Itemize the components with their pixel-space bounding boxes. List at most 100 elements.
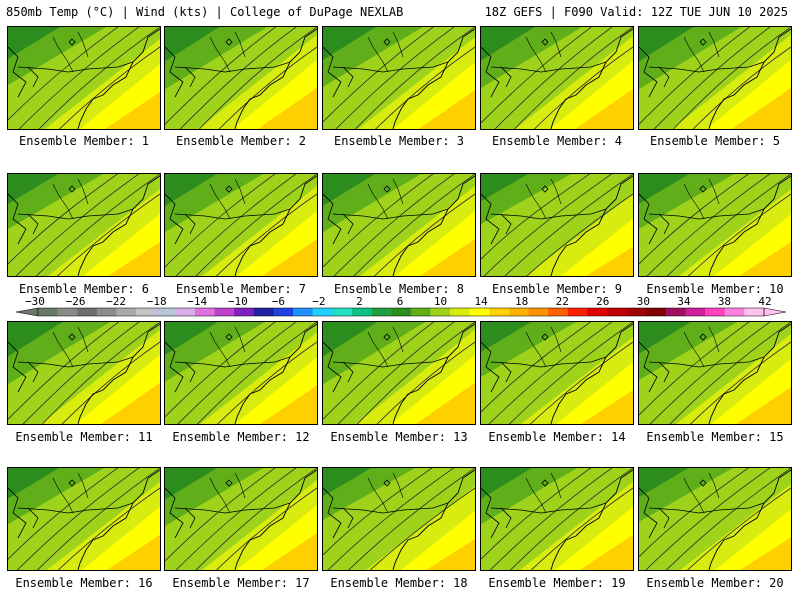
ensemble-member-label: Ensemble Member: 16 [15,576,153,590]
colorbar-swatch [253,308,274,316]
ensemble-map-panel [7,26,161,130]
colorbar-tick-label: 6 [397,295,404,308]
ensemble-map-panel [638,321,792,425]
ensemble-member-label: Ensemble Member: 4 [491,134,623,148]
colorbar-tick-label: −18 [147,295,167,308]
colorbar-tick-label: 2 [356,295,363,308]
colorbar-high-arrow [763,307,787,317]
colorbar-swatch [587,308,608,316]
colorbar-swatch [665,308,686,316]
colorbar-tick-label: −14 [187,295,207,308]
ensemble-member-label: Ensemble Member: 10 [646,282,784,296]
ensemble-member-label: Ensemble Member: 9 [491,282,623,296]
colorbar-swatch [371,308,392,316]
colorbar-swatch [273,308,294,316]
colorbar-swatch [96,308,117,316]
temperature-map [8,322,160,424]
ensemble-member-label: Ensemble Member: 3 [333,134,465,148]
colorbar-tick-label: −10 [228,295,248,308]
colorbar-low-arrow [15,307,39,317]
colorbar-tick-label: 42 [758,295,771,308]
temperature-map [323,174,475,276]
ensemble-map-panel [638,26,792,130]
ensemble-member-label: Ensemble Member: 7 [175,282,307,296]
colorbar-tick-label: 22 [556,295,569,308]
colorbar-tick-label: 34 [677,295,691,308]
temperature-map [639,468,791,570]
colorbar-swatch [646,308,667,316]
colorbar-swatch [57,308,78,316]
temperature-map [323,322,475,424]
colorbar-tick-label: 30 [637,295,650,308]
ensemble-map-panel [7,173,161,277]
temperature-map [8,174,160,276]
colorbar-tick-label: 18 [515,295,528,308]
ensemble-member-label: Ensemble Member: 18 [330,576,468,590]
temperature-map [165,174,317,276]
ensemble-map-panel [7,321,161,425]
temperature-map [8,468,160,570]
temperature-map [639,322,791,424]
colorbar-swatch [312,308,333,316]
ensemble-map-panel [164,173,318,277]
ensemble-member-label: Ensemble Member: 19 [488,576,626,590]
colorbar-tick-label: −30 [25,295,45,308]
colorbar-tick-label: 26 [596,295,609,308]
ensemble-member-label: Ensemble Member: 17 [172,576,310,590]
colorbar-swatch [724,308,745,316]
colorbar-swatch [38,308,58,316]
ensemble-map-panel [480,173,634,277]
ensemble-map-panel [480,321,634,425]
colorbar-swatch [234,308,255,316]
temperature-map [165,468,317,570]
colorbar-swatch [450,308,470,316]
ensemble-map-panel [322,173,476,277]
colorbar-swatch [136,308,157,316]
temperature-map [481,174,633,276]
temperature-map [639,27,791,129]
colorbar-tick-label: 10 [434,295,447,308]
colorbar-swatch [430,308,451,316]
ensemble-map-panel [322,467,476,571]
ensemble-member-label: Ensemble Member: 6 [18,282,150,296]
colorbar-swatch [567,308,588,316]
colorbar-swatch [77,308,98,316]
map-title: 850mb Temp (°C) | Wind (kts) | College o… [6,5,404,19]
colorbar-swatch [391,308,412,316]
ensemble-map-panel [638,467,792,571]
colorbar-swatch [175,308,196,316]
colorbar-swatch [194,308,215,316]
colorbar-tick-label: −6 [272,295,285,308]
ensemble-member-label: Ensemble Member: 8 [333,282,465,296]
ensemble-member-label: Ensemble Member: 20 [646,576,784,590]
ensemble-member-label: Ensemble Member: 11 [15,430,153,444]
model-run-info: 18Z GEFS | F090 Valid: 12Z TUE JUN 10 20… [484,5,788,19]
colorbar-swatch [489,308,510,316]
colorbar-tick-label: −22 [106,295,126,308]
ensemble-member-label: Ensemble Member: 12 [172,430,310,444]
ensemble-member-label: Ensemble Member: 2 [175,134,307,148]
temperature-map [481,27,633,129]
ensemble-member-label: Ensemble Member: 13 [330,430,468,444]
colorbar-swatch [528,308,549,316]
ensemble-map-panel [7,467,161,571]
temperature-map [165,27,317,129]
colorbar-swatch [705,308,726,316]
colorbar-swatch [351,308,372,316]
ensemble-member-label: Ensemble Member: 5 [649,134,781,148]
temperature-map [165,322,317,424]
colorbar-swatch [744,308,765,316]
temperature-map [481,468,633,570]
ensemble-map-panel [164,467,318,571]
ensemble-map-panel [322,321,476,425]
temperature-map [323,468,475,570]
ensemble-map-panel [322,26,476,130]
temperature-map [481,322,633,424]
ensemble-map-panel [164,321,318,425]
colorbar-swatch [626,308,647,316]
colorbar-swatch [155,308,176,316]
colorbar-swatch [469,308,490,316]
ensemble-map-panel [164,26,318,130]
ensemble-member-label: Ensemble Member: 15 [646,430,784,444]
colorbar-tick-label: 14 [474,295,488,308]
